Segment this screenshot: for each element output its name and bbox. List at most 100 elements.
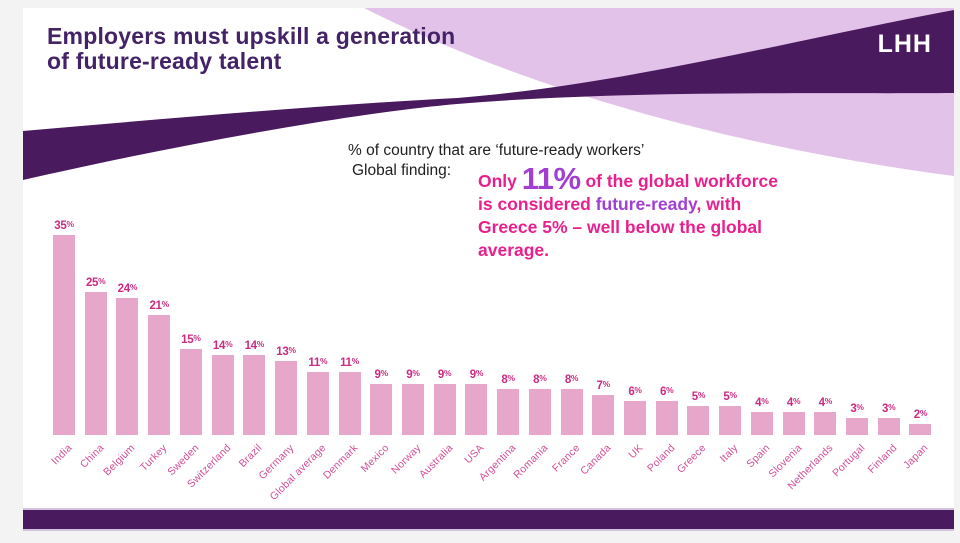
percent-sign: % [351,356,360,366]
bar-spain [750,412,773,435]
bar-uk [624,401,646,435]
bar-japan [909,424,932,435]
finding-text-segment: 11% [521,161,581,196]
percent-sign: % [507,373,516,383]
percent-sign: % [225,339,233,349]
finding-line: average. [478,239,838,262]
chart-title: % of country that are ‘future-ready work… [348,142,645,159]
percent-sign: % [888,402,896,412]
percent-sign: % [856,402,864,412]
finding-text-segment: of the global workforce [580,171,778,191]
bar-slovenia [782,412,805,435]
bar-norway [401,384,424,435]
bar-greece [687,406,710,435]
bar-value-label-china: 25% [85,276,106,289]
percent-sign: % [570,373,579,383]
bar-argentina [497,389,520,435]
bar-australia [433,384,456,435]
global-finding-label: Global finding: [352,162,452,179]
bar-italy [719,406,742,435]
bar-value-label-brazil: 14% [244,339,265,352]
lhh-logo: LHH [877,30,932,58]
bar-value-label-italy: 5% [723,390,738,403]
bar-value-label-netherlands: 4% [818,396,833,409]
bar-value-label-global-average: 11% [308,356,328,369]
bar-value-label-japan: 2% [913,408,928,421]
percent-sign: % [288,345,296,355]
percent-sign: % [729,390,738,400]
percent-sign: % [761,396,769,406]
bar-value-label-sweden: 15% [181,333,201,346]
bar-netherlands [814,412,837,435]
percent-sign: % [412,368,420,378]
finding-line: Greece 5% – well below the global [478,216,838,239]
bar-value-label-portugal: 3% [850,402,864,415]
bar-value-label-norway: 9% [406,368,420,381]
bar-romania [528,389,551,435]
bar-value-label-australia: 9% [437,368,452,381]
bar-value-label-poland: 6% [660,385,674,398]
bar-india [53,235,75,435]
bar-value-label-mexico: 9% [374,368,389,381]
percent-sign: % [161,299,170,309]
bar-value-label-greece: 5% [691,390,706,403]
percent-sign: % [634,385,642,395]
bar-value-label-germany: 13% [276,345,296,358]
percent-sign: % [824,396,833,406]
bar-value-label-switzerland: 14% [212,339,233,352]
page-title: Employers must upskill a generation of f… [47,23,456,74]
slide: Employers must upskill a generation of f… [23,8,954,531]
bar-chart: 35% India 25% China 24% Belgium 21% Turkey 15% Sw… [23,8,954,531]
footer-bar [23,508,954,531]
finding-text-segment: is considered [478,194,596,214]
finding-line: Only 11% of the global workforce [478,163,838,194]
bar-value-label-uk: 6% [628,385,642,398]
header-swoosh-graphic [23,8,954,180]
percent-sign: % [380,368,389,378]
bar-value-label-romania: 8% [533,373,547,386]
percent-sign: % [539,373,547,383]
percent-sign: % [98,276,106,286]
finding-line: is considered future-ready, with [478,193,838,216]
chart-subtitle-block: % of country that are ‘future-ready work… [348,141,644,181]
finding-text-segment: average. [478,240,550,260]
bar-value-label-canada: 7% [596,379,611,392]
percent-sign: % [129,282,138,292]
percent-sign: % [193,333,201,343]
bar-belgium [116,298,139,435]
bar-value-label-belgium: 24% [117,282,138,295]
bar-global-average [306,372,329,435]
bar-value-label-india: 35% [54,219,74,232]
bar-value-label-usa: 9% [469,368,484,381]
bar-value-label-slovenia: 4% [786,396,801,409]
bar-germany [275,361,297,435]
global-finding-callout: Only 11% of the global workforce is consi… [478,163,838,262]
bar-sweden [179,349,202,435]
bar-value-label-france: 8% [564,373,579,386]
finding-text-segment: future-ready [595,194,697,214]
bar-value-label-finland: 3% [882,402,896,415]
finding-text-segment: , with [696,194,742,214]
percent-sign: % [256,339,265,349]
bar-value-label-turkey: 21% [149,299,170,312]
bar-value-label-argentina: 8% [501,373,516,386]
bar-denmark [338,372,361,435]
bar-poland [655,401,678,435]
bar-china [84,292,107,435]
percent-sign: % [666,385,674,395]
percent-sign: % [475,368,484,378]
bar-value-label-spain: 4% [755,396,769,409]
bar-switzerland [211,355,234,435]
bar-canada [592,395,615,435]
bar-value-label-denmark: 11% [340,356,360,369]
bar-turkey [148,315,171,435]
bar-france [560,389,583,435]
finding-text-segment: Greece 5% – well below the global [478,217,762,237]
finding-text-segment: Only [478,171,522,191]
bar-mexico [370,384,393,435]
percent-sign: % [66,219,74,229]
bar-usa [465,384,488,435]
percent-sign: % [793,396,801,406]
bar-portugal [846,418,868,435]
